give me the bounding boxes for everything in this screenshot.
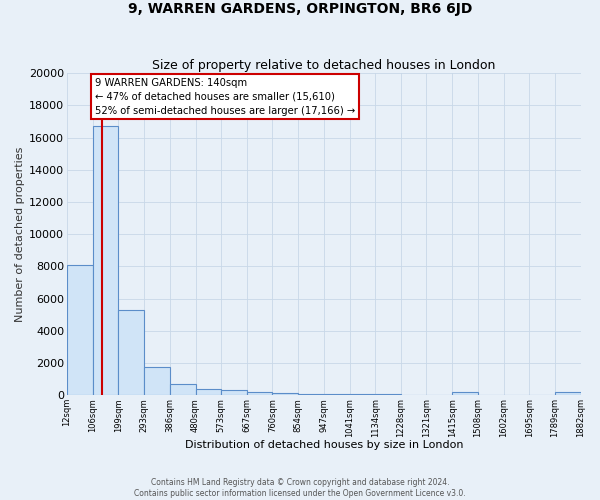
Bar — [93, 126, 118, 396]
Bar — [272, 393, 298, 396]
Bar — [247, 392, 272, 396]
Text: Contains HM Land Registry data © Crown copyright and database right 2024.
Contai: Contains HM Land Registry data © Crown c… — [134, 478, 466, 498]
Bar — [350, 394, 375, 396]
Bar — [67, 265, 93, 396]
X-axis label: Distribution of detached houses by size in London: Distribution of detached houses by size … — [185, 440, 463, 450]
Bar — [170, 384, 196, 396]
Bar — [375, 394, 401, 396]
Text: 9 WARREN GARDENS: 140sqm
← 47% of detached houses are smaller (15,610)
52% of se: 9 WARREN GARDENS: 140sqm ← 47% of detach… — [95, 78, 355, 116]
Bar — [478, 394, 503, 396]
Bar — [221, 390, 247, 396]
Bar — [324, 394, 350, 396]
Bar — [298, 394, 324, 396]
Bar — [452, 392, 478, 396]
Bar — [118, 310, 144, 396]
Bar — [401, 394, 427, 396]
Y-axis label: Number of detached properties: Number of detached properties — [15, 146, 25, 322]
Bar — [427, 394, 452, 396]
Bar — [144, 367, 170, 396]
Title: Size of property relative to detached houses in London: Size of property relative to detached ho… — [152, 59, 496, 72]
Bar — [196, 389, 221, 396]
Text: 9, WARREN GARDENS, ORPINGTON, BR6 6JD: 9, WARREN GARDENS, ORPINGTON, BR6 6JD — [128, 2, 472, 16]
Bar — [555, 392, 581, 396]
